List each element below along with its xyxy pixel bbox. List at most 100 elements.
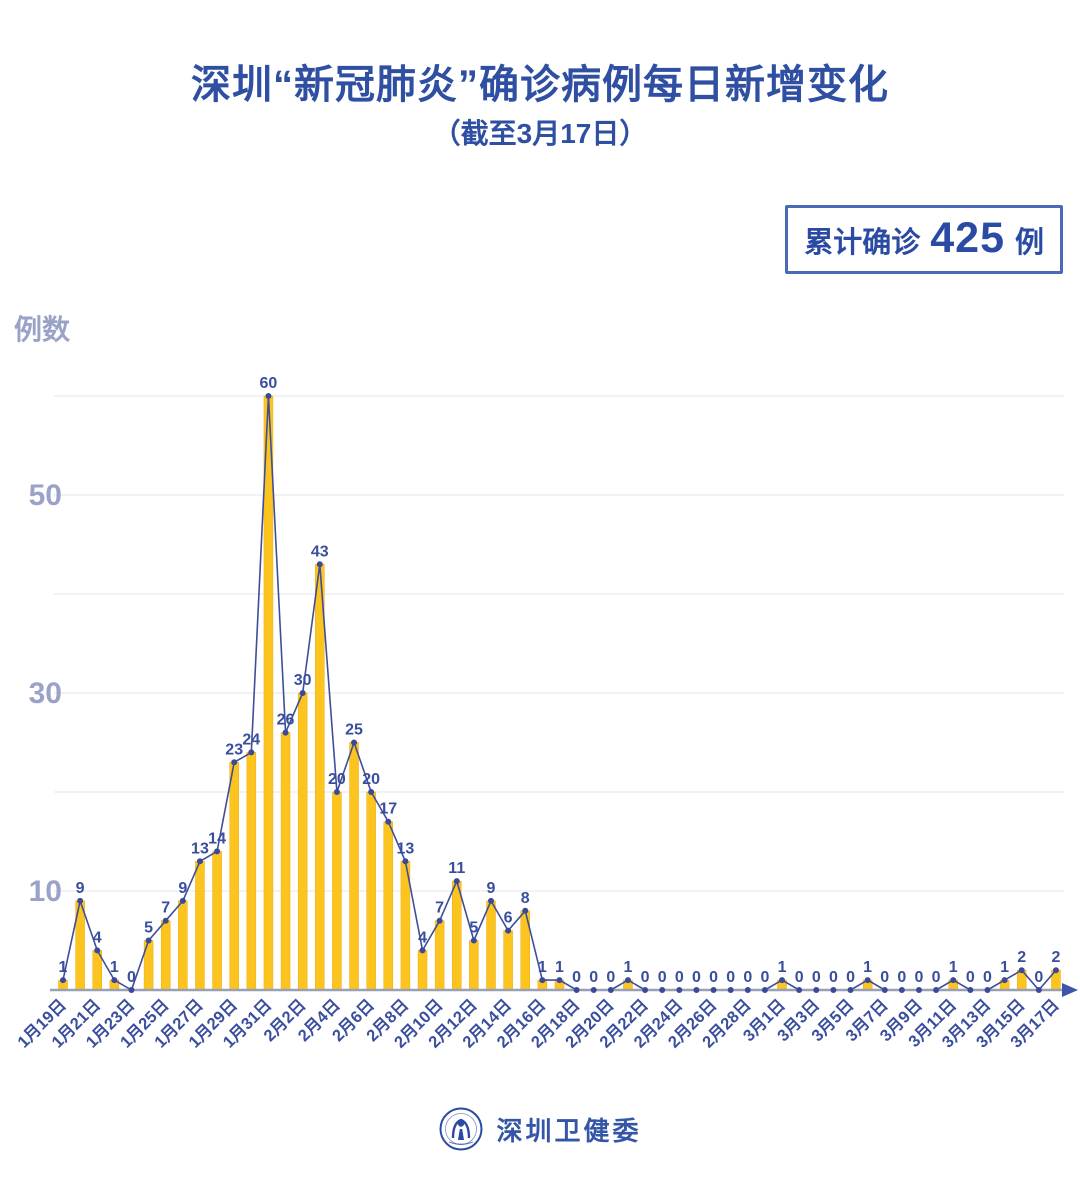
- data-point-marker: [436, 917, 443, 924]
- value-label: 26: [277, 712, 295, 729]
- data-point-marker: [642, 987, 649, 993]
- data-point-marker: [813, 987, 820, 993]
- value-label: 1: [949, 959, 958, 976]
- data-point-marker: [453, 878, 460, 885]
- data-point-marker: [830, 987, 837, 993]
- bar: [332, 791, 342, 991]
- data-point-marker: [881, 987, 888, 993]
- value-label: 9: [487, 880, 496, 897]
- bar: [195, 861, 205, 991]
- data-point-marker: [1052, 967, 1059, 974]
- badge-value: 425: [930, 214, 1005, 262]
- data-point-marker: [385, 818, 392, 825]
- value-label: 0: [709, 969, 718, 986]
- data-point-marker: [693, 987, 700, 993]
- data-point-marker: [145, 937, 152, 944]
- shenzhen-health-commission-logo-icon: [439, 1107, 483, 1151]
- data-point-marker: [950, 977, 957, 984]
- data-point-marker: [402, 858, 409, 865]
- data-point-marker: [624, 977, 631, 984]
- data-point-marker: [196, 858, 203, 865]
- data-point-marker: [710, 987, 717, 993]
- data-point-marker: [898, 987, 905, 993]
- data-point-marker: [607, 987, 614, 993]
- data-point-marker: [162, 917, 169, 924]
- value-label: 0: [932, 969, 941, 986]
- value-label: 0: [658, 969, 667, 986]
- page-title: 深圳“新冠肺炎”确诊病例每日新增变化: [191, 63, 889, 107]
- bar: [263, 395, 274, 991]
- value-label: 0: [589, 969, 598, 986]
- value-label: 20: [362, 771, 380, 788]
- value-label: 9: [178, 880, 187, 897]
- value-label: 0: [692, 969, 701, 986]
- data-point-marker: [488, 897, 494, 904]
- data-point-marker: [470, 937, 477, 944]
- bar: [160, 920, 171, 991]
- value-label: 0: [812, 969, 821, 986]
- bar: [297, 692, 308, 991]
- bar: [366, 791, 376, 991]
- value-label: 24: [242, 731, 260, 748]
- x-axis-arrow: [1062, 983, 1078, 997]
- value-label: 0: [966, 969, 975, 986]
- bar: [280, 732, 291, 991]
- value-label: 2: [1052, 949, 1061, 966]
- value-label: 25: [345, 722, 363, 739]
- y-tick-label: 30: [29, 677, 62, 710]
- value-label: 0: [897, 969, 906, 986]
- data-point-marker: [590, 987, 597, 993]
- value-label: 1: [59, 959, 68, 976]
- value-label: 0: [572, 969, 581, 986]
- value-label: 17: [379, 801, 397, 818]
- footer-org-name: 深圳卫健委: [496, 1115, 642, 1146]
- data-point-marker: [967, 987, 974, 993]
- data-point-marker: [94, 947, 101, 954]
- data-point-marker: [351, 739, 358, 746]
- value-label: 4: [418, 929, 427, 946]
- y-tick-label: 50: [29, 479, 62, 512]
- value-label: 1: [110, 959, 119, 976]
- data-point-marker: [916, 987, 922, 993]
- bar: [486, 900, 496, 991]
- value-label: 8: [521, 890, 530, 907]
- bar: [452, 880, 462, 991]
- bar: [315, 564, 325, 991]
- value-label: 20: [328, 771, 346, 788]
- bar: [246, 752, 257, 991]
- value-label: 9: [76, 880, 85, 897]
- value-label: 0: [829, 969, 838, 986]
- data-point-marker: [128, 987, 135, 993]
- data-point-marker: [179, 897, 186, 904]
- value-label: 1: [863, 959, 872, 976]
- bar: [349, 742, 359, 991]
- data-point-marker: [573, 987, 580, 993]
- value-label: 0: [726, 969, 735, 986]
- y-axis-title: 例数: [14, 314, 71, 345]
- data-point-marker: [761, 987, 768, 993]
- data-point-marker: [984, 987, 991, 993]
- value-label: 13: [191, 840, 209, 857]
- data-point-marker: [864, 977, 871, 984]
- bar: [503, 930, 513, 991]
- data-point-marker: [231, 759, 238, 766]
- data-point-marker: [265, 393, 272, 399]
- data-point-marker: [1035, 987, 1042, 993]
- value-label: 0: [880, 969, 889, 986]
- data-point-marker: [796, 987, 803, 993]
- footer: 深圳卫健委: [0, 1106, 1080, 1152]
- data-point-marker: [522, 907, 529, 914]
- data-point-marker: [505, 927, 512, 934]
- value-label: 0: [1034, 969, 1043, 986]
- value-label: 7: [161, 900, 170, 917]
- value-label: 1: [624, 959, 633, 976]
- y-tick-label: 10: [29, 875, 62, 908]
- bar: [417, 950, 428, 991]
- value-label: 13: [397, 840, 415, 857]
- value-label: 1: [538, 959, 547, 976]
- value-label: 0: [641, 969, 650, 986]
- value-label: 1: [555, 959, 564, 976]
- data-point-marker: [77, 897, 84, 904]
- data-point-marker: [419, 947, 426, 954]
